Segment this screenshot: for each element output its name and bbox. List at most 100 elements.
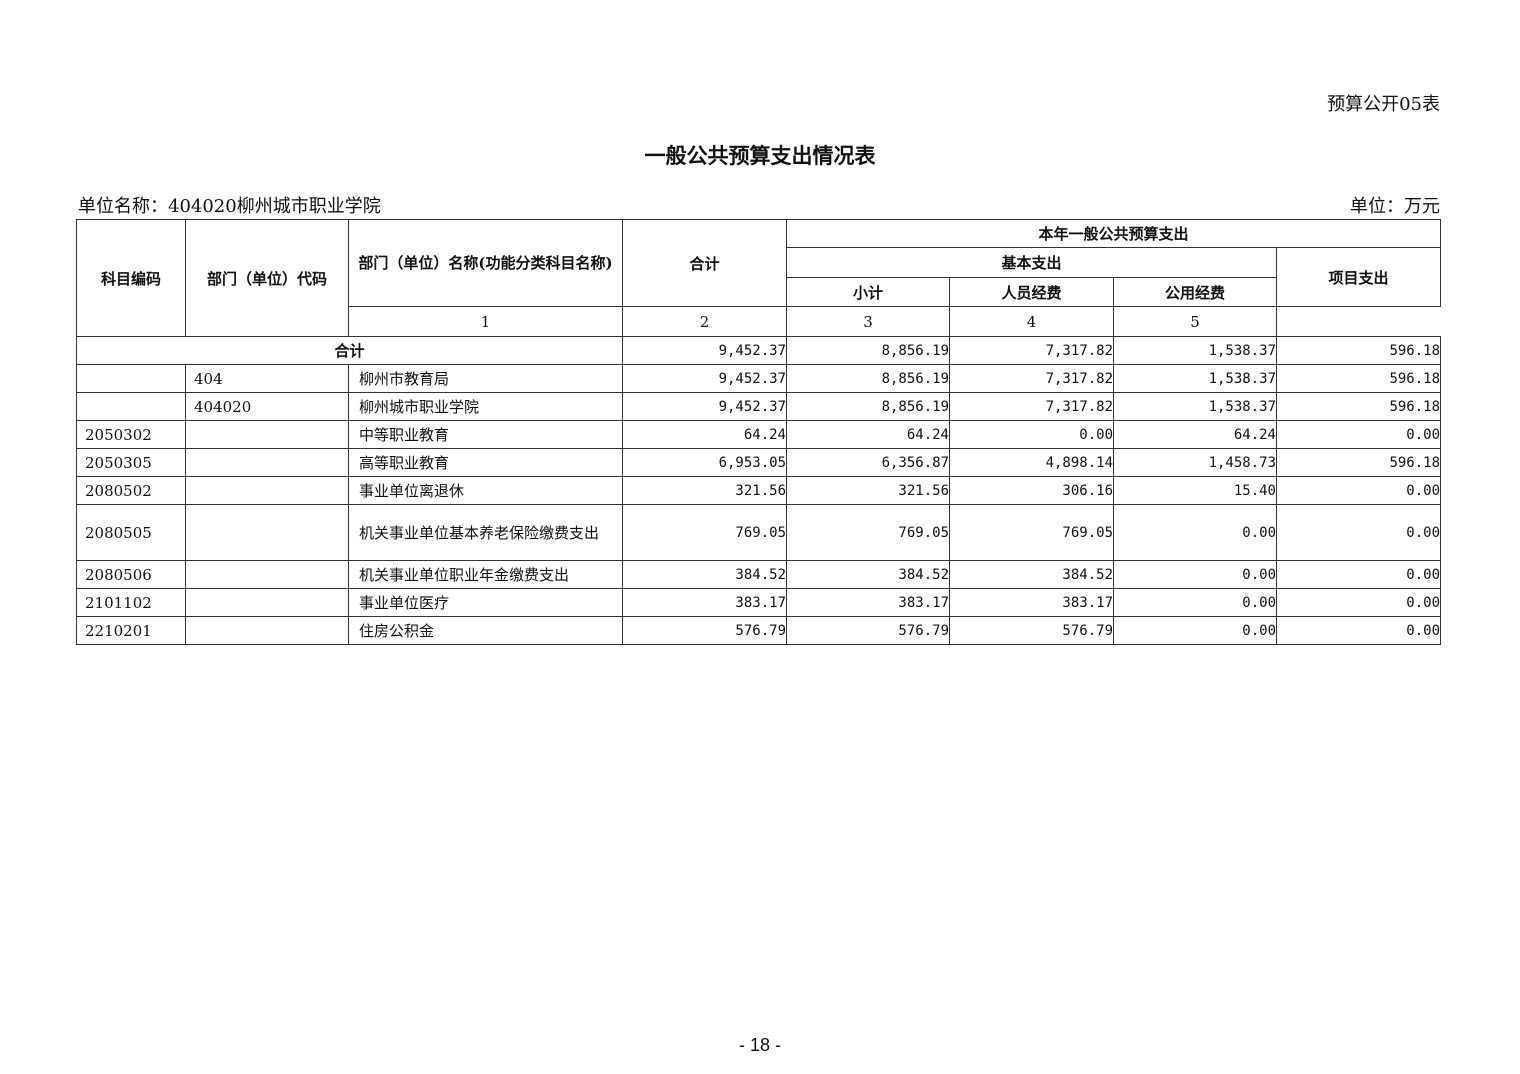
cell-value: 0.00	[1275, 504, 1442, 561]
cell-value: 8,856.19	[786, 364, 950, 393]
header-index-4: 4	[949, 306, 1114, 337]
cell-value: 0.00	[1275, 588, 1442, 617]
budget-table: 科目编码 部门（单位）代码 部门（单位）名称(功能分类科目名称) 合计 本年一般…	[76, 219, 1442, 645]
dept-code	[185, 448, 349, 477]
dept-code	[185, 616, 349, 645]
cell-value: 384.52	[949, 560, 1114, 589]
cell-value: 8,856.19	[786, 392, 950, 421]
cell-value: 321.56	[786, 476, 950, 505]
header-dept-code: 部门（单位）代码	[185, 219, 349, 337]
table-row: 2210201 住房公积金 576.79 576.79 576.79 0.00 0.00	[76, 616, 1442, 645]
cell-value: 9,452.37	[622, 392, 787, 421]
subject-code: 2080505	[76, 504, 186, 561]
page-title: 一般公共预算支出情况表	[644, 143, 876, 168]
cell-value: 9,452.37	[622, 364, 787, 393]
page-number: - 18 -	[738, 1035, 781, 1055]
cell-value: 596.18	[1275, 448, 1442, 477]
item-name: 中等职业教育	[348, 420, 623, 449]
cell-value: 306.16	[949, 476, 1114, 505]
item-name: 事业单位离退休	[348, 476, 623, 505]
table-row: 2080505 机关事业单位基本养老保险缴费支出 769.05 769.05 769.0…	[76, 504, 1442, 561]
cell-value: 7,317.82	[949, 392, 1114, 421]
cell-value: 383.17	[949, 588, 1114, 617]
cell-value: 7,317.82	[949, 336, 1114, 365]
cell-value: 769.05	[622, 504, 787, 561]
header-basic: 基本支出	[786, 247, 1277, 278]
table-row: 2101102 事业单位医疗 383.17 383.17 383.17 0.00 0.00	[76, 588, 1442, 617]
total-label: 合计	[76, 336, 623, 365]
item-name: 机关事业单位基本养老保险缴费支出	[348, 504, 623, 561]
table-row: 2080502 事业单位离退休 321.56 321.56 306.16 15.40 0.0…	[76, 476, 1442, 505]
cell-value: 0.00	[1113, 588, 1277, 617]
cell-value: 596.18	[1275, 392, 1442, 421]
cell-value: 384.52	[622, 560, 787, 589]
header-index-1: 1	[348, 306, 623, 337]
cell-value: 9,452.37	[622, 336, 787, 365]
cell-value: 64.24	[1113, 420, 1277, 449]
header-index-2: 2	[622, 306, 787, 337]
header-subject-code: 科目编码	[76, 219, 186, 337]
table-row: 2050305 高等职业教育 6,953.05 6,356.87 4,898.14 1,4…	[76, 448, 1442, 477]
item-name: 机关事业单位职业年金缴费支出	[348, 560, 623, 589]
cell-value: 0.00	[1275, 560, 1442, 589]
dept-code	[185, 420, 349, 449]
table-row: 2050302 中等职业教育 64.24 64.24 0.00 64.24 0.00	[76, 420, 1442, 449]
table-row: 2080506 机关事业单位职业年金缴费支出 384.52 384.52 384.52 0…	[76, 560, 1442, 589]
cell-value: 6,953.05	[622, 448, 787, 477]
cell-value: 0.00	[1275, 476, 1442, 505]
subject-code	[76, 364, 186, 393]
item-name: 事业单位医疗	[348, 588, 623, 617]
cell-value: 7,317.82	[949, 364, 1114, 393]
item-name: 高等职业教育	[348, 448, 623, 477]
cell-value: 383.17	[622, 588, 787, 617]
cell-value: 576.79	[786, 616, 950, 645]
subject-code: 2080502	[76, 476, 186, 505]
cell-value: 596.18	[1275, 336, 1442, 365]
item-name: 柳州城市职业学院	[348, 392, 623, 421]
cell-value: 0.00	[1275, 616, 1442, 645]
header-total: 合计	[622, 219, 787, 307]
cell-value: 321.56	[622, 476, 787, 505]
form-number: 预算公开05表	[1327, 94, 1440, 115]
header-project: 项目支出	[1275, 247, 1442, 307]
cell-value: 576.79	[949, 616, 1114, 645]
cell-value: 4,898.14	[949, 448, 1114, 477]
item-name: 柳州市教育局	[348, 364, 623, 393]
subject-code: 2050305	[76, 448, 186, 477]
cell-value: 1,538.37	[1113, 364, 1277, 393]
dept-code	[185, 504, 349, 561]
header-subtotal: 小计	[786, 277, 950, 307]
cell-value: 0.00	[949, 420, 1114, 449]
dept-code: 404020	[185, 392, 349, 421]
table-row: 404020 柳州城市职业学院 9,452.37 8,856.19 7,317.82 1,…	[76, 392, 1442, 421]
table-row: 404 柳州市教育局 9,452.37 8,856.19 7,317.82 1,538.3…	[76, 364, 1442, 393]
unit-name: 单位名称：404020柳州城市职业学院	[78, 196, 381, 217]
cell-value: 0.00	[1113, 560, 1277, 589]
header-public: 公用经费	[1113, 277, 1277, 307]
cell-value: 0.00	[1113, 504, 1277, 561]
cell-value: 6,356.87	[786, 448, 950, 477]
subject-code: 2050302	[76, 420, 186, 449]
header-index-5: 5	[1113, 306, 1277, 337]
subject-code: 2080506	[76, 560, 186, 589]
dept-code: 404	[185, 364, 349, 393]
cell-value: 64.24	[622, 420, 787, 449]
total-row: 合计 9,452.37 8,856.19 7,317.82 1,538.37 5…	[76, 336, 1442, 365]
cell-value: 1,538.37	[1113, 392, 1277, 421]
item-name: 住房公积金	[348, 616, 623, 645]
cell-value: 596.18	[1275, 364, 1442, 393]
cell-value: 1,458.73	[1113, 448, 1277, 477]
cell-value: 0.00	[1275, 420, 1442, 449]
cell-value: 576.79	[622, 616, 787, 645]
cell-value: 769.05	[949, 504, 1114, 561]
subject-code	[76, 392, 186, 421]
dept-code	[185, 476, 349, 505]
header-current-year: 本年一般公共预算支出	[785, 219, 1442, 248]
cell-value: 15.40	[1113, 476, 1277, 505]
subject-code: 2101102	[76, 588, 186, 617]
subject-code: 2210201	[76, 616, 186, 645]
dept-code	[185, 588, 349, 617]
header-index-3: 3	[786, 306, 950, 337]
cell-value: 384.52	[786, 560, 950, 589]
currency-unit: 单位：万元	[1350, 196, 1440, 217]
